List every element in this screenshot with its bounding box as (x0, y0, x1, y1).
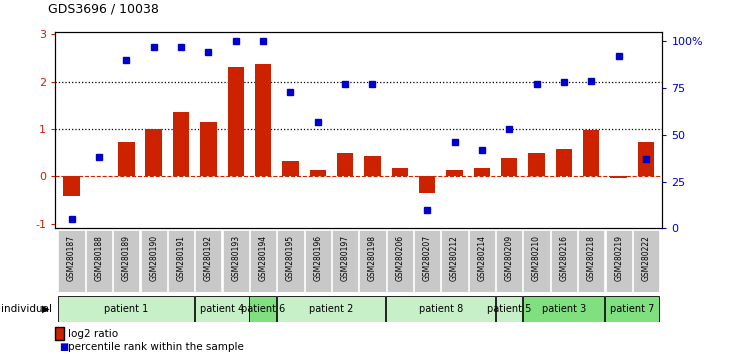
Text: ▶: ▶ (42, 304, 49, 314)
Text: patient 1: patient 1 (105, 304, 149, 314)
Text: GSM280196: GSM280196 (314, 235, 322, 281)
Bar (146, 129, 162, 176)
FancyBboxPatch shape (332, 230, 358, 292)
FancyBboxPatch shape (523, 230, 550, 292)
Bar (392, 168, 408, 176)
Text: patient 6: patient 6 (241, 304, 285, 314)
Text: GSM280191: GSM280191 (177, 235, 185, 281)
Bar (610, 176, 627, 178)
Text: GSM280210: GSM280210 (532, 235, 541, 281)
FancyBboxPatch shape (414, 230, 440, 292)
Text: GSM280193: GSM280193 (231, 235, 240, 281)
Text: GSM280188: GSM280188 (94, 235, 104, 281)
FancyBboxPatch shape (58, 230, 85, 292)
Text: GSM280192: GSM280192 (204, 235, 213, 281)
FancyBboxPatch shape (195, 296, 249, 322)
Text: ■: ■ (59, 342, 68, 352)
Bar (364, 156, 381, 176)
Bar (200, 122, 216, 176)
FancyBboxPatch shape (168, 230, 194, 292)
FancyBboxPatch shape (578, 230, 604, 292)
Text: GSM280207: GSM280207 (422, 235, 432, 281)
Text: GSM280216: GSM280216 (559, 235, 568, 281)
FancyBboxPatch shape (469, 230, 495, 292)
Text: GSM280197: GSM280197 (341, 235, 350, 281)
FancyBboxPatch shape (633, 230, 659, 292)
FancyBboxPatch shape (277, 230, 303, 292)
Bar (501, 158, 517, 176)
FancyBboxPatch shape (277, 296, 386, 322)
Bar (282, 161, 299, 176)
Text: GSM280195: GSM280195 (286, 235, 295, 281)
Text: GSM280218: GSM280218 (587, 235, 595, 281)
FancyBboxPatch shape (605, 296, 659, 322)
FancyBboxPatch shape (386, 296, 495, 322)
Text: GSM280212: GSM280212 (450, 235, 459, 281)
Text: GSM280219: GSM280219 (614, 235, 623, 281)
Bar (446, 170, 463, 176)
Bar (118, 142, 135, 176)
FancyBboxPatch shape (86, 230, 112, 292)
FancyBboxPatch shape (442, 230, 467, 292)
FancyBboxPatch shape (250, 296, 276, 322)
Text: GSM280194: GSM280194 (258, 235, 268, 281)
Bar (556, 149, 572, 176)
Text: log2 ratio: log2 ratio (68, 329, 118, 339)
Bar (474, 168, 490, 176)
FancyBboxPatch shape (496, 230, 523, 292)
Text: GSM280214: GSM280214 (478, 235, 486, 281)
FancyBboxPatch shape (305, 230, 331, 292)
FancyBboxPatch shape (386, 230, 413, 292)
Text: patient 7: patient 7 (610, 304, 654, 314)
Bar (310, 170, 326, 176)
Bar (583, 130, 600, 176)
FancyBboxPatch shape (113, 230, 139, 292)
Text: GSM280190: GSM280190 (149, 235, 158, 281)
Text: GSM280222: GSM280222 (642, 235, 651, 281)
Text: GSM280206: GSM280206 (395, 235, 404, 281)
FancyBboxPatch shape (606, 230, 631, 292)
Text: patient 4: patient 4 (200, 304, 244, 314)
Text: patient 2: patient 2 (309, 304, 353, 314)
Bar (255, 64, 272, 176)
Text: patient 3: patient 3 (542, 304, 586, 314)
Text: GSM280198: GSM280198 (368, 235, 377, 281)
FancyBboxPatch shape (495, 296, 522, 322)
Bar (63, 176, 79, 196)
FancyBboxPatch shape (523, 296, 604, 322)
FancyBboxPatch shape (250, 230, 276, 292)
Text: GSM280187: GSM280187 (67, 235, 76, 281)
Bar (528, 153, 545, 176)
FancyBboxPatch shape (195, 230, 222, 292)
Text: GSM280189: GSM280189 (122, 235, 131, 281)
FancyBboxPatch shape (359, 230, 386, 292)
FancyBboxPatch shape (141, 230, 167, 292)
Bar (337, 153, 353, 176)
Text: individual: individual (1, 304, 52, 314)
Text: percentile rank within the sample: percentile rank within the sample (68, 342, 244, 352)
Text: patient 8: patient 8 (419, 304, 463, 314)
Bar (227, 67, 244, 176)
FancyBboxPatch shape (58, 296, 194, 322)
Text: GDS3696 / 10038: GDS3696 / 10038 (48, 3, 159, 16)
Bar (173, 112, 189, 176)
Text: GSM280209: GSM280209 (505, 235, 514, 281)
FancyBboxPatch shape (222, 230, 249, 292)
Bar (419, 176, 436, 193)
Text: patient 5: patient 5 (487, 304, 531, 314)
FancyBboxPatch shape (551, 230, 577, 292)
Bar (638, 142, 654, 176)
